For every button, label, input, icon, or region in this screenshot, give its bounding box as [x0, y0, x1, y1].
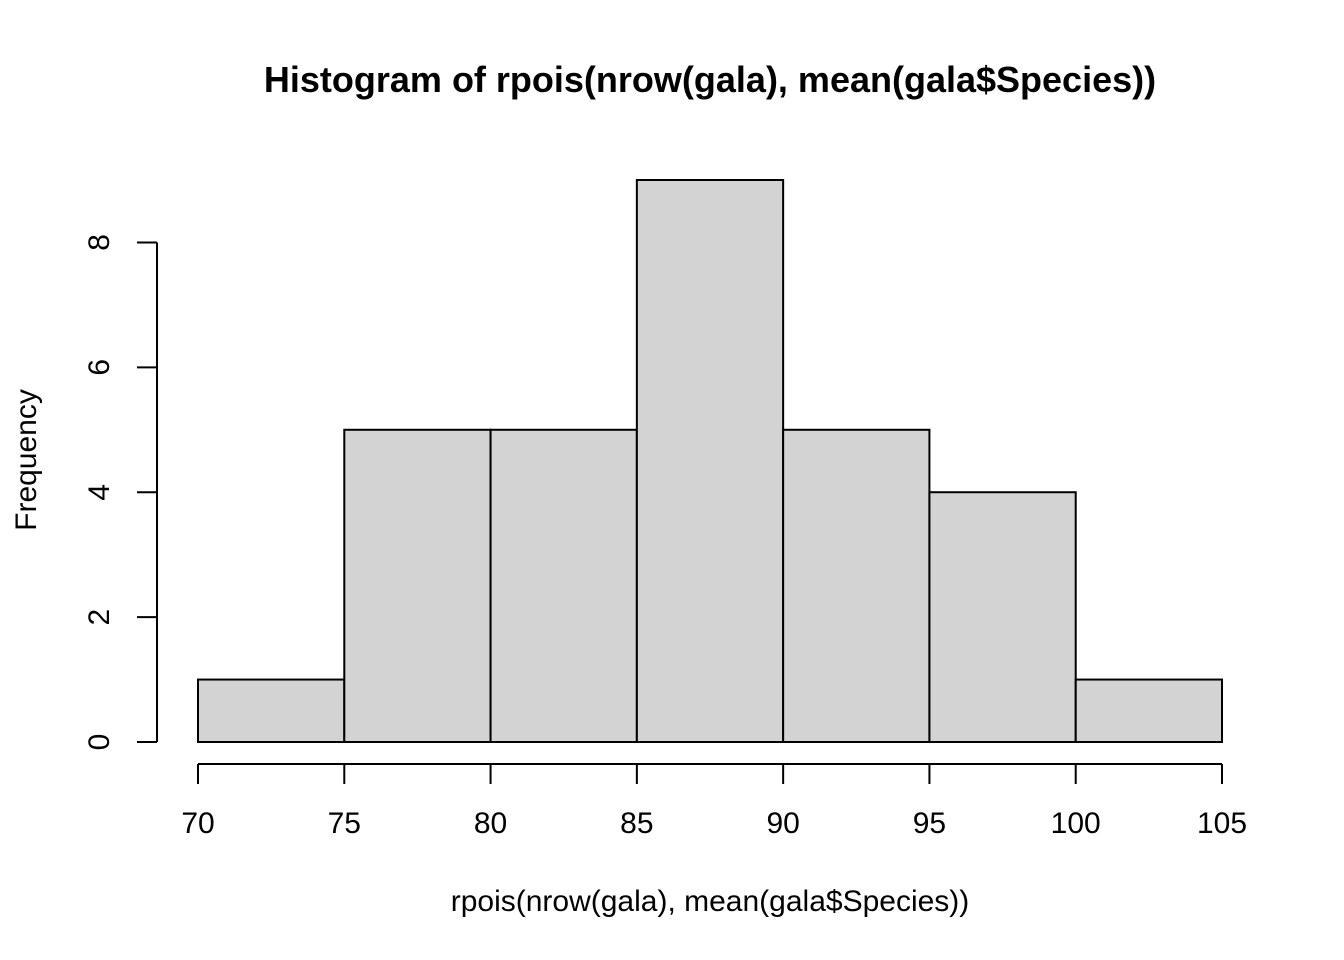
histogram-bar-75-80 — [343, 428, 492, 743]
x-tick-label-80: 80 — [474, 807, 507, 840]
y-tick-label-4: 4 — [83, 484, 116, 501]
x-axis-label: rpois(nrow(gala), mean(gala$Species)) — [451, 885, 970, 918]
x-tick-label-100: 100 — [1051, 807, 1101, 840]
y-tick-label-2: 2 — [83, 609, 116, 626]
chart-title: Histogram of rpois(nrow(gala), mean(gala… — [264, 59, 1156, 100]
histogram-bar-100-105 — [1074, 678, 1223, 743]
histogram-bar-80-85 — [489, 428, 638, 743]
x-tick-label-105: 105 — [1197, 807, 1247, 840]
y-tick-label-6: 6 — [83, 359, 116, 376]
x-axis: 70 75 80 85 90 95 100 105 — [181, 763, 1247, 840]
x-tick-label-75: 75 — [328, 807, 361, 840]
y-tick-label-0: 0 — [83, 734, 116, 751]
y-tick-label-8: 8 — [83, 234, 116, 251]
x-tick-label-90: 90 — [766, 807, 799, 840]
bars-group — [197, 179, 1223, 743]
histogram-bar-90-95 — [782, 428, 931, 743]
x-tick-label-85: 85 — [620, 807, 653, 840]
y-axis-label: Frequency — [10, 389, 43, 531]
histogram-bar-95-100 — [928, 491, 1077, 743]
x-tick-label-70: 70 — [181, 807, 214, 840]
x-tick-label-95: 95 — [913, 807, 946, 840]
histogram-bar-85-90 — [635, 179, 785, 743]
histogram-bar-70-75 — [197, 678, 346, 743]
y-axis: 0 2 4 6 8 — [83, 234, 158, 751]
